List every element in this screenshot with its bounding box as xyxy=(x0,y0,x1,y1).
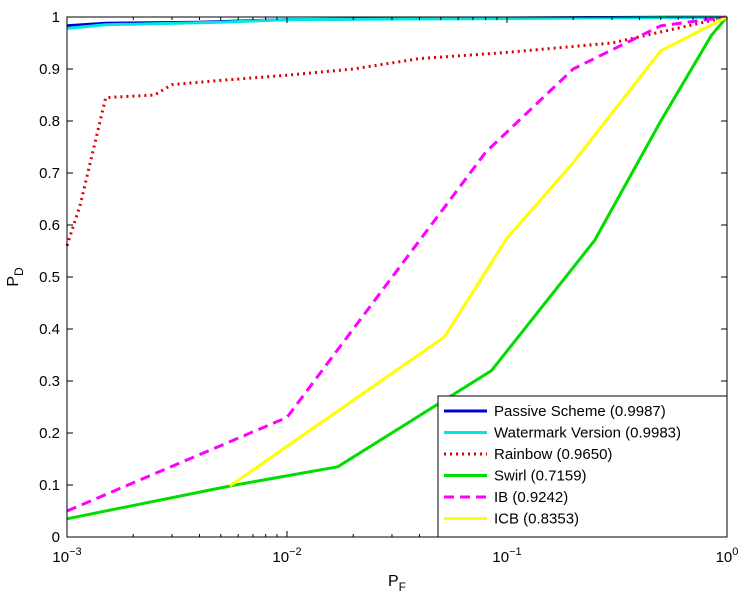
legend-box xyxy=(437,395,728,538)
x-tick-base: 10 xyxy=(492,549,509,566)
x-tick-base: 10 xyxy=(52,549,69,566)
legend-label-5: ICB (0.8353) xyxy=(494,511,579,528)
x-tick-base: 10 xyxy=(272,549,289,566)
x-tick-label: 10−1 xyxy=(492,546,521,566)
y-tick-label: 0.6 xyxy=(39,217,60,234)
series-line-1 xyxy=(66,15,728,30)
y-tick-label: 0.5 xyxy=(39,269,60,286)
x-tick-exponent: −1 xyxy=(509,546,522,558)
y-tick-label: 0.8 xyxy=(39,113,60,130)
x-tick-exponent: −3 xyxy=(69,546,82,558)
y-tick-label: 0.2 xyxy=(39,425,60,442)
y-tick-label: 0.4 xyxy=(39,321,60,338)
x-tick-label: 100 xyxy=(716,546,739,566)
y-tick-label: 1 xyxy=(52,9,60,26)
legend-label-2: Rainbow (0.9650) xyxy=(494,446,612,463)
legend-label-0: Passive Scheme (0.9987) xyxy=(494,403,666,420)
y-tick-label: 0.1 xyxy=(39,477,60,494)
x-axis-label: PF xyxy=(388,573,406,594)
legend-label-3: Swirl (0.7159) xyxy=(494,468,587,485)
series-layer xyxy=(65,15,729,521)
y-tick-label: 0.7 xyxy=(39,165,60,182)
series-line-3 xyxy=(66,16,729,521)
series-line-2 xyxy=(65,15,728,247)
x-tick-label: 10−2 xyxy=(272,546,301,566)
series-line-4 xyxy=(66,15,728,513)
legend-label-1: Watermark Version (0.9983) xyxy=(494,425,681,442)
legend: Passive Scheme (0.9987) Watermark Version… xyxy=(437,395,728,538)
x-tick-exponent: 0 xyxy=(732,546,738,558)
x-tick-label: 10−3 xyxy=(52,546,81,566)
y-tick-label: 0 xyxy=(52,529,60,546)
x-tick-exponent: −2 xyxy=(289,546,302,558)
legend-label-4: IB (0.9242) xyxy=(494,489,568,506)
y-tick-label: 0.9 xyxy=(39,61,60,78)
y-axis-label: PD xyxy=(5,267,26,287)
x-tick-base: 10 xyxy=(716,549,733,566)
y-tick-label: 0.3 xyxy=(39,373,60,390)
series-line-5 xyxy=(229,15,728,488)
